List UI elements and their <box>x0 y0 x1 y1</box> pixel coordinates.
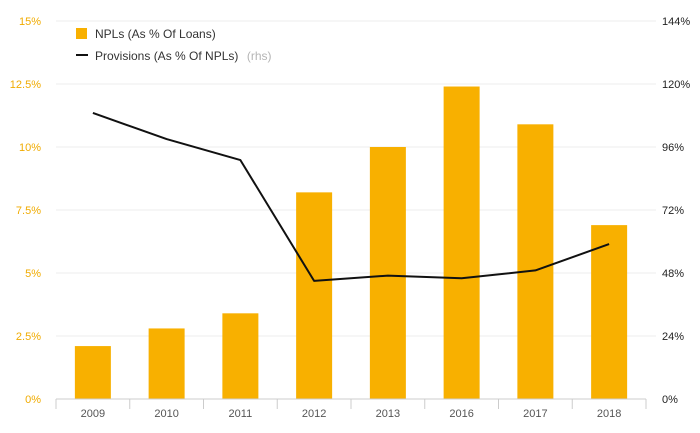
x-tick-label: 2016 <box>449 408 473 420</box>
legend-label-npls: NPLs (As % Of Loans) <box>95 27 216 41</box>
right-tick-label: 96% <box>662 142 684 154</box>
left-axis-ticks: 0% 2.5% 5% 7.5% 10% 12.5% 15% <box>10 16 41 406</box>
right-tick-label: 72% <box>662 205 684 217</box>
x-tick-label: 2009 <box>81 408 105 420</box>
legend: NPLs (As % Of Loans) Provisions (As % Of… <box>76 27 272 64</box>
legend-swatch-npls <box>76 28 87 39</box>
x-axis: 2009 2010 2011 2012 2013 2016 2017 2018 <box>55 398 647 420</box>
npl-bar <box>517 124 554 399</box>
right-tick-label: 48% <box>662 268 684 280</box>
provisions-line-group <box>92 111 610 282</box>
left-tick-label: 12.5% <box>10 79 41 91</box>
npl-bar <box>369 147 406 399</box>
left-tick-label: 15% <box>19 16 41 28</box>
npl-bar <box>591 225 628 399</box>
npl-bar <box>148 328 185 399</box>
right-tick-label: 24% <box>662 331 684 343</box>
npl-bar <box>222 313 259 399</box>
left-tick-label: 2.5% <box>16 331 41 343</box>
npl-bar <box>443 86 480 400</box>
left-tick-label: 7.5% <box>16 205 41 217</box>
right-tick-label: 144% <box>662 16 690 28</box>
x-tick-label: 2012 <box>302 408 326 420</box>
legend-entry-provisions: Provisions (As % Of NPLs) (rhs) <box>95 47 272 64</box>
right-axis-ticks: 0% 24% 48% 72% 96% 120% 144% <box>662 16 690 406</box>
x-tick-label: 2011 <box>229 408 253 420</box>
legend-label-provisions: Provisions (As % Of NPLs) <box>95 49 238 63</box>
right-tick-label: 0% <box>662 394 678 406</box>
provisions-line <box>92 111 610 282</box>
left-tick-label: 10% <box>19 142 41 154</box>
x-tick-label: 2018 <box>597 408 621 420</box>
x-tick-label: 2013 <box>376 408 400 420</box>
x-tick-label: 2010 <box>154 408 178 420</box>
grid-lines <box>56 20 656 337</box>
left-tick-label: 5% <box>25 268 41 280</box>
right-tick-label: 120% <box>662 79 690 91</box>
npl-bar <box>296 192 333 399</box>
x-tick-label: 2017 <box>523 408 547 420</box>
legend-label-rhs: (rhs) <box>247 49 272 63</box>
npl-bar <box>74 346 111 399</box>
npl-bars <box>74 86 628 400</box>
left-tick-label: 0% <box>25 394 41 406</box>
